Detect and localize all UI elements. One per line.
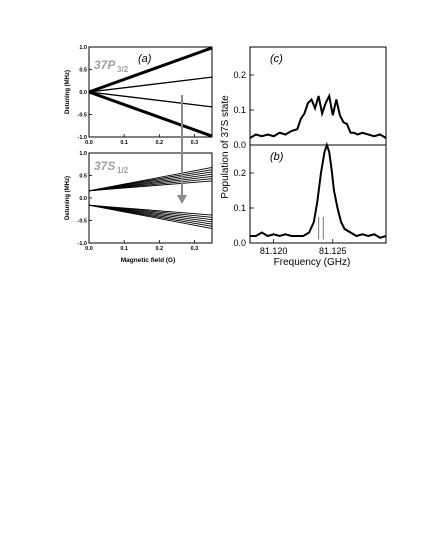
panel-a-lower-state-label: 37S 1/2 [94, 159, 129, 175]
panel-c-label: (c) [270, 53, 283, 65]
panel-a-xtick-label: 0.2 [155, 140, 163, 146]
panel-a-ytick-label: 0.5 [79, 68, 87, 74]
panel-b-xtick-label: 81.120 [260, 246, 288, 256]
panel-a-lower-xtick-label: 0.1 [120, 246, 128, 252]
panel-a-lower-xtick-label: 0.2 [155, 246, 163, 252]
zeeman-37s-lower-line-7 [88, 204, 213, 230]
zeeman-37p-line-4 [88, 90, 213, 138]
state-37p-sub: 3/2 [117, 65, 129, 74]
panel-b-ytick-label: 0.1 [233, 203, 246, 213]
state-37p-main: 37P [94, 58, 116, 72]
panel-c-ytick-label: 0.1 [233, 105, 246, 115]
panel-a-label: (a) [138, 53, 152, 65]
panel-b-ytick-label: 0.2 [233, 168, 246, 178]
panel-b-ytick-label: 0.0 [233, 238, 246, 248]
panel-c-ylabel: Population of 37S state [220, 95, 231, 199]
panel-a-ytick-label: -1.0 [78, 135, 87, 141]
panel-b-xlabel: Frequency (GHz) [274, 257, 351, 268]
panel-a-lower-xtick-label: 0.0 [85, 246, 93, 252]
state-37s-sub: 1/2 [117, 166, 129, 175]
panel-b: (b) Frequency (GHz) 0.0 0.1 0.2 81.120 81.12… [233, 141, 387, 268]
state-37s-main: 37S [94, 159, 115, 173]
panel-a-ytick-label: -0.5 [78, 113, 87, 119]
panel-a-lower-xlabel: Magnetic field (G) [121, 257, 176, 264]
panel-a-lower-ytick-label: -1.0 [78, 241, 87, 247]
panel-a-ytick-label: 1.0 [79, 45, 87, 51]
panel-a-lower: 37S 1/2 Detuning (MHz) Magnetic field (G… [65, 151, 213, 264]
panel-a-ylabel: Detuning (MHz) [65, 70, 71, 114]
panel-c-spectrum-line [249, 92, 387, 139]
panel-a-ytick-label: 0.0 [79, 90, 87, 96]
zeeman-37p-line-3 [88, 91, 213, 108]
panel-a: (a) 37P 3/2 Detuning (MHz) 1.0 0.5 0.0 -0.5… [65, 45, 213, 146]
panel-b-spectrum-line [250, 141, 387, 239]
zeeman-37p-line-2 [88, 76, 213, 93]
zeeman-37p-line-1 [88, 46, 213, 94]
panel-a-state-label: 37P 3/2 [94, 58, 129, 74]
panel-c: (c) Population of 37S state 0.0 0.1 0.2 [220, 46, 387, 199]
panel-a-lower-ytick-label: 0.0 [79, 196, 87, 202]
panel-a-lower-ytick-label: 1.0 [79, 151, 87, 157]
panel-a-lower-xtick-label: 0.3 [191, 246, 199, 252]
panel-b-frame [249, 144, 387, 244]
panel-c-ytick-label: 0.2 [233, 70, 246, 80]
panel-b-label: (b) [270, 151, 284, 163]
panel-b-xtick-label: 81.125 [319, 246, 347, 256]
panel-c-ytick-label: 0.0 [233, 140, 246, 150]
panel-a-lower-ytick-label: 0.5 [79, 174, 87, 180]
panel-a-lower-ytick-label: -0.5 [78, 219, 87, 225]
zeeman-37s-upper-line-7 [88, 166, 213, 192]
panel-a-xtick-label: 0.1 [120, 140, 128, 146]
transition-arrow [177, 95, 187, 204]
panel-a-xtick-label: 0.3 [191, 140, 199, 146]
panel-a-xtick-label: 0.0 [85, 140, 93, 146]
panel-a-lower-ylabel: Detuning (MHz) [65, 176, 71, 220]
